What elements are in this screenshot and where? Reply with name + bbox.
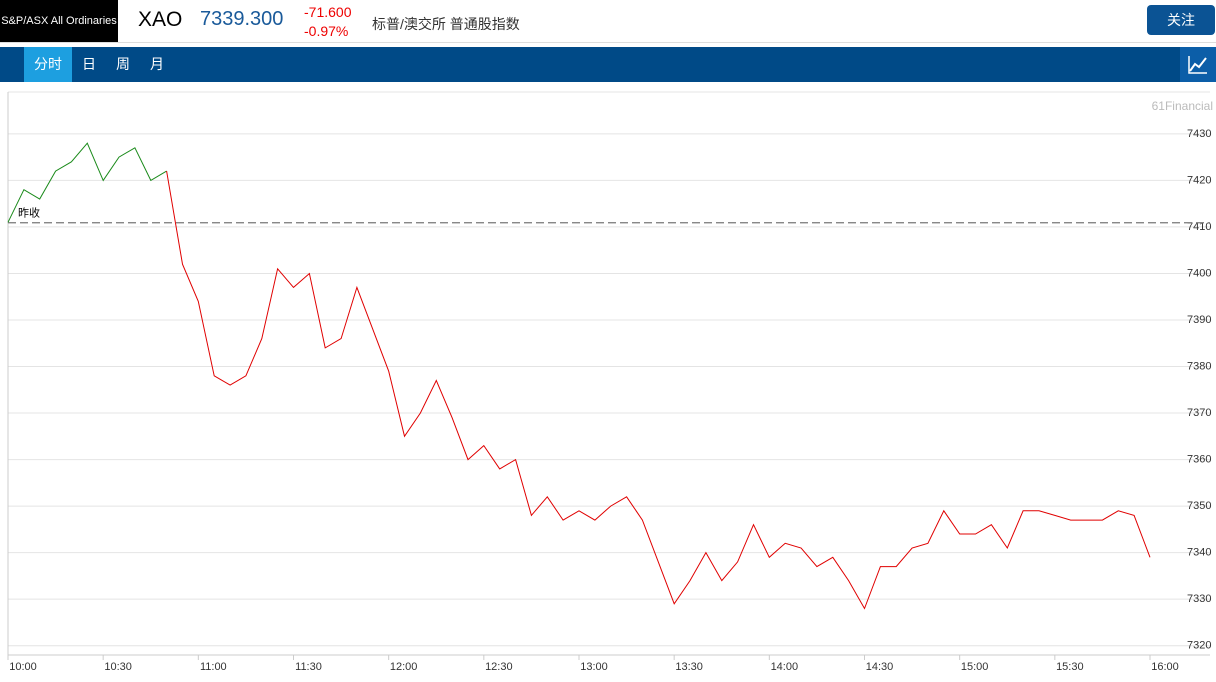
y-tick-label: 7410 <box>1187 221 1211 233</box>
y-tick-label: 7380 <box>1187 360 1211 372</box>
x-tick-label: 15:00 <box>961 661 989 673</box>
x-tick-label: 12:30 <box>485 661 513 673</box>
change-box: -71.600 -0.97% <box>304 3 351 41</box>
tab[interactable]: 周 <box>116 56 130 72</box>
x-tick-label: 14:00 <box>771 661 799 673</box>
chart: 61Financial 7320 7330 7340 7350 7360 7370 7380… <box>7 91 1213 673</box>
y-tick-label: 7430 <box>1187 128 1211 140</box>
price-line <box>7 142 167 223</box>
description: 标普/澳交所 普通股指数 <box>372 16 520 32</box>
index-name: S&P/ASX All Ordinaries <box>0 0 118 42</box>
tab[interactable]: 月 <box>150 56 164 72</box>
y-tick-label: 7340 <box>1187 547 1211 559</box>
y-tick-label: 7370 <box>1187 407 1211 419</box>
x-tick-label: 11:00 <box>200 661 227 673</box>
y-tick-label: 7360 <box>1187 453 1211 465</box>
x-tick-label: 15:30 <box>1056 661 1084 673</box>
y-tick-label: 7400 <box>1187 267 1211 279</box>
tab[interactable]: 分时 <box>24 47 72 82</box>
y-tick-label: 7420 <box>1187 174 1211 186</box>
header: S&P/ASX All Ordinaries XAO 7339.300 -71.… <box>0 0 1216 43</box>
change-pct: -0.97% <box>304 23 349 39</box>
chart-icon[interactable] <box>1180 47 1216 82</box>
follow-button[interactable]: 关注 <box>1147 5 1215 35</box>
price-line <box>166 171 1151 610</box>
y-tick-label: 7330 <box>1187 593 1211 605</box>
x-tick-label: 10:30 <box>104 661 132 673</box>
x-tick-label: 16:00 <box>1151 661 1179 673</box>
tab-bar: 分时 日 周 月 <box>0 47 1216 82</box>
watermark: 61Financial <box>1152 99 1213 113</box>
x-tick-label: 12:00 <box>390 661 418 673</box>
x-tick-label: 10:00 <box>9 661 37 673</box>
price: 7339.300 <box>200 8 284 30</box>
y-tick-label: 7320 <box>1187 640 1211 652</box>
y-tick-label: 7390 <box>1187 314 1211 326</box>
symbol: XAO <box>138 8 183 31</box>
x-tick-label: 14:30 <box>866 661 894 673</box>
x-tick-label: 11:30 <box>295 661 322 673</box>
x-tick-label: 13:00 <box>580 661 608 673</box>
change: -71.600 <box>304 4 352 20</box>
tab[interactable]: 日 <box>82 56 96 72</box>
y-tick-label: 7350 <box>1187 500 1211 512</box>
prev-close-label: 昨收 <box>18 206 40 220</box>
x-tick-label: 13:30 <box>675 661 703 673</box>
